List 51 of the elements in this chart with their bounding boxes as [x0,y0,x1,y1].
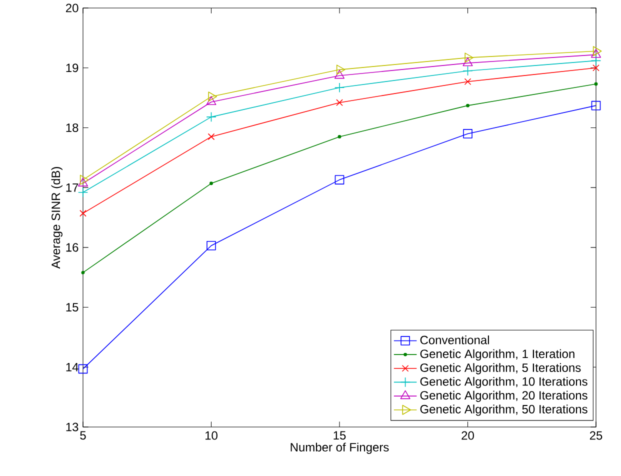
y-tick-label: 15 [66,303,78,312]
point [210,182,213,186]
point [336,99,343,106]
point [336,64,346,75]
point [80,174,89,185]
point [463,129,472,138]
y-tick-label: 19 [66,64,78,72]
y-tick-label: 20 [66,4,78,12]
point [206,240,216,250]
point [464,78,472,86]
legend-label: Genetic Algorithm, 20 Iterations [420,390,588,402]
x-tick-label: 10 [205,431,218,440]
x-tick-label: 25 [590,431,602,440]
point [78,178,88,186]
point [464,52,474,63]
point [208,133,215,140]
point [590,56,602,66]
x-tick-label: 5 [80,431,86,440]
y-axis-title: Average SINR (dB) [51,167,62,269]
point [208,92,217,102]
point [78,364,88,374]
point [334,175,344,184]
point [591,100,601,110]
point [594,82,598,86]
y-tick-label: 13 [66,422,78,432]
point [462,66,473,76]
point [334,82,345,93]
y-tick-label: 18 [66,123,78,132]
legend-label: Genetic Algorithm, 1 Iteration [420,349,574,360]
x-axis-title: Number of Fingers [290,442,389,454]
point [592,46,602,56]
point [334,70,345,79]
y-tick-label: 16 [66,243,78,252]
point [466,104,470,108]
legend-label: Genetic Algorithm, 5 Iterations [420,363,581,374]
point [206,112,216,122]
point [80,210,86,217]
y-tick-label: 14 [66,363,78,372]
legend-label: Conventional [420,335,489,344]
point [462,57,473,66]
point [590,48,602,58]
legend-label: Genetic Algorithm, 10 Iterations [420,376,588,388]
point [338,134,342,138]
point [592,64,600,72]
y-tick-label: 17 [66,183,78,192]
x-tick-label: 15 [334,431,346,440]
legend-label: Genetic Algorithm, 50 Iterations [420,404,588,416]
point [206,96,216,106]
point [78,187,88,198]
point [81,270,85,274]
x-tick-label: 20 [462,431,474,440]
